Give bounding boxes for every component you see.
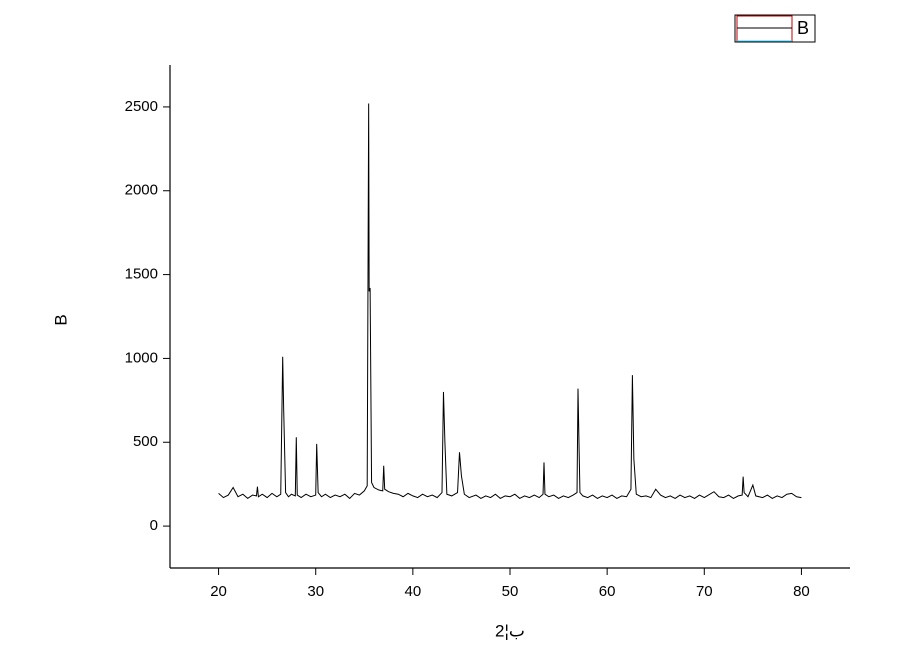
- y-axis-label: B: [51, 314, 70, 325]
- x-tick-label: 40: [405, 583, 422, 600]
- x-tick-label: 50: [502, 583, 519, 600]
- x-tick-label: 80: [793, 583, 810, 600]
- y-tick-label: 2500: [125, 98, 158, 115]
- y-tick-label: 0: [150, 517, 158, 534]
- x-tick-label: 20: [210, 583, 227, 600]
- legend-label: B: [797, 18, 809, 38]
- y-tick-label: 1000: [125, 349, 158, 366]
- y-tick-label: 2000: [125, 182, 158, 199]
- x-tick-label: 30: [307, 583, 324, 600]
- y-tick-label: 500: [133, 433, 158, 450]
- data-line: [218, 103, 802, 500]
- x-tick-label: 70: [696, 583, 713, 600]
- y-tick-label: 1500: [125, 266, 158, 283]
- x-tick-label: 60: [599, 583, 616, 600]
- x-axis-label: 2¦ب: [495, 621, 525, 640]
